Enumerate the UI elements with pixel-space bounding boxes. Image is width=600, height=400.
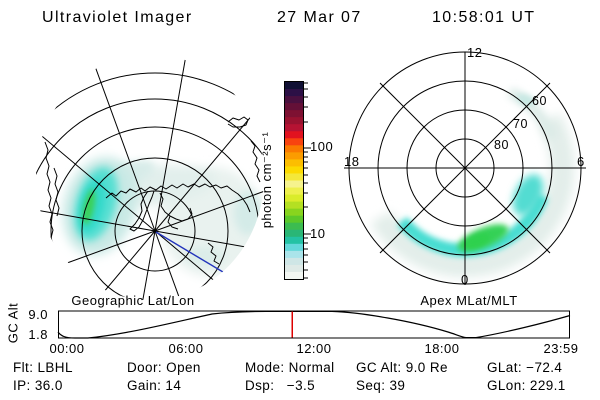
status-seq: Seq: 39	[356, 378, 406, 393]
ytick-1.8: 1.8	[28, 327, 48, 342]
status-glon: GLon: 229.1	[487, 378, 566, 393]
mlt-label-0: 0	[461, 272, 469, 287]
colorbar-tick-10: 10	[310, 226, 326, 241]
status-flt: Flt: LBHL	[13, 360, 73, 375]
mlat-label-80: 80	[494, 138, 509, 152]
mlt-label-12: 12	[467, 45, 483, 60]
orbit-track-end-tick	[243, 276, 251, 288]
colorbar-bands	[285, 82, 303, 280]
date-label: 27 Mar 07	[277, 9, 362, 26]
colorbar	[284, 81, 311, 280]
mlat-label-70: 70	[513, 117, 528, 131]
mlt-label-6: 6	[577, 154, 585, 169]
status-gain: Gain: 14	[127, 378, 182, 393]
status-glat: GLat: −72.4	[487, 360, 563, 375]
gc-alt-strip-chart	[57, 310, 571, 339]
xtick-2359: 23:59	[543, 341, 579, 356]
geographic-polar-plot	[36, 54, 264, 300]
right-plot-title: Apex MLat/MLT	[420, 293, 518, 308]
time-label: 10:58:01 UT	[432, 9, 536, 26]
colorbar-unit-label: photon cm⁻²s⁻¹	[259, 131, 274, 229]
xtick-0000: 00:00	[49, 341, 85, 356]
mlt-spokes	[344, 52, 586, 285]
status-ip: IP: 36.0	[13, 378, 63, 393]
status-mode: Mode: Normal	[245, 360, 335, 375]
colorbar-tick-100: 100	[310, 139, 334, 154]
xtick-1200: 12:00	[296, 341, 332, 356]
app-title: Ultraviolet Imager	[42, 9, 193, 26]
mlt-label-18: 18	[344, 154, 360, 169]
xtick-1800: 18:00	[424, 341, 460, 356]
gc-alt-curve	[57, 310, 571, 339]
status-door: Door: Open	[127, 360, 201, 375]
left-plot-title: Geographic Lat/Lon	[71, 293, 195, 308]
ytick-9.0: 9.0	[28, 307, 48, 322]
status-dsp: Dsp: −3.5	[245, 378, 316, 393]
coastline	[44, 99, 261, 287]
xtick-0600: 06:00	[168, 341, 204, 356]
status-gcalt: GC Alt: 9.0 Re	[356, 360, 448, 375]
mlat-mlt-polar-plot	[344, 51, 586, 285]
mlat-label-60: 60	[532, 94, 547, 108]
aurora-emission-magnetic	[370, 87, 575, 278]
colorbar-ticks	[304, 82, 311, 279]
